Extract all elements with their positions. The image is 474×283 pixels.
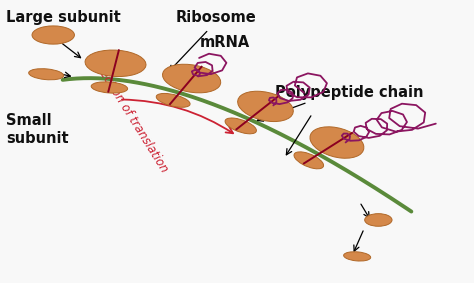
Ellipse shape — [156, 93, 190, 107]
Ellipse shape — [225, 118, 256, 134]
Text: Direction of translation: Direction of translation — [87, 52, 170, 175]
Text: Small
subunit: Small subunit — [6, 113, 69, 146]
Text: Large subunit: Large subunit — [6, 10, 121, 25]
Ellipse shape — [29, 69, 64, 80]
Ellipse shape — [163, 64, 221, 93]
Ellipse shape — [310, 127, 364, 158]
Text: mRNA: mRNA — [199, 35, 249, 50]
Text: Ribosome: Ribosome — [176, 10, 256, 25]
Ellipse shape — [32, 26, 74, 44]
Ellipse shape — [237, 91, 293, 122]
Text: Polypeptide chain: Polypeptide chain — [275, 85, 423, 100]
Ellipse shape — [85, 50, 146, 77]
Ellipse shape — [344, 252, 371, 261]
Ellipse shape — [294, 152, 324, 169]
Ellipse shape — [365, 214, 392, 226]
Ellipse shape — [91, 82, 128, 93]
